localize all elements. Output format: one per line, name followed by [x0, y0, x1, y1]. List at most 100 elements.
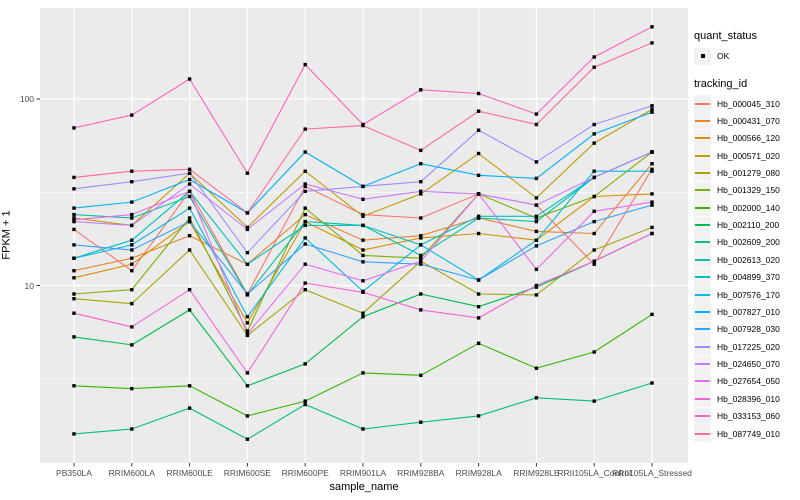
- data-point-Hb_087749_010: [245, 211, 250, 215]
- data-point-Hb_002609_200: [650, 381, 654, 385]
- data-point-Hb_024650_070: [534, 203, 539, 207]
- data-point-Hb_087749_010: [361, 123, 365, 128]
- data-point-Hb_001279_080: [72, 297, 76, 301]
- legend-key-swatch: [694, 355, 711, 373]
- data-point-Hb_004899_370: [534, 214, 539, 218]
- legend-key-swatch: [694, 251, 711, 269]
- data-point-Hb_000566_120: [130, 262, 134, 266]
- data-point-Hb_002110_200: [361, 315, 365, 319]
- legend-key-swatch: [694, 164, 711, 182]
- data-point-Hb_087749_010: [130, 169, 134, 173]
- x-axis-title: sample_name: [329, 481, 399, 493]
- legend-item-Hb_000566_120: Hb_000566_120: [694, 129, 780, 147]
- data-point-Hb_033153_060: [476, 91, 481, 96]
- data-point-Hb_000045_310: [650, 167, 654, 171]
- data-point-Hb_002110_200: [419, 292, 423, 296]
- series-color-line-icon: [695, 432, 710, 435]
- data-point-Hb_000045_310: [419, 216, 423, 220]
- data-point-Hb_002000_140: [72, 384, 76, 388]
- data-point-Hb_001329_150: [592, 194, 596, 199]
- data-point-Hb_001279_080: [130, 301, 134, 306]
- y-tick-label-100: 100: [19, 94, 34, 104]
- series-color-line-icon: [695, 345, 710, 348]
- legend-item-Hb_002110_200: Hb_002110_200: [694, 216, 779, 234]
- legend-item-Hb_033153_060: Hb_033153_060: [694, 407, 780, 425]
- data-point-Hb_033153_060: [187, 77, 192, 81]
- data-point-Hb_002000_140: [245, 414, 250, 418]
- legend-item-label: Hb_001279_080: [717, 167, 780, 178]
- data-point-Hb_024650_070: [419, 189, 423, 193]
- data-point-Hb_007928_030: [361, 260, 365, 264]
- data-point-Hb_007827_010: [130, 200, 134, 204]
- legend-item-label: Hb_007928_030: [717, 324, 780, 335]
- data-point-Hb_007576_170: [130, 243, 134, 247]
- legend-item-Hb_002609_200: Hb_002609_200: [694, 233, 780, 251]
- data-point-Hb_000045_310: [130, 269, 134, 273]
- data-point-Hb_000566_120: [419, 236, 423, 240]
- data-point-Hb_001279_080: [592, 248, 596, 252]
- data-point-Hb_087749_010: [419, 148, 423, 153]
- data-point-Hb_028396_010: [130, 325, 134, 329]
- data-point-Hb_002000_140: [592, 350, 596, 354]
- data-point-Hb_024650_070: [650, 150, 654, 154]
- data-point-Hb_033153_060: [130, 113, 134, 117]
- series-color-line-icon: [695, 189, 710, 192]
- legend-item-Hb_007928_030: Hb_007928_030: [694, 320, 780, 338]
- data-point-Hb_033153_060: [592, 55, 596, 59]
- data-point-Hb_007928_030: [303, 242, 307, 246]
- legend: quant_status OK tracking_id Hb_000045_31…: [694, 0, 800, 500]
- legend-item-label: Hb_024650_070: [717, 359, 780, 370]
- data-point-Hb_000431_070: [534, 229, 539, 234]
- data-point-Hb_002609_200: [534, 396, 539, 400]
- data-point-Hb_007928_030: [130, 248, 134, 252]
- legend-key-swatch: [694, 286, 711, 304]
- series-color-line-icon: [695, 154, 710, 157]
- data-point-Hb_024650_070: [361, 197, 365, 201]
- data-point-Hb_001279_080: [303, 288, 307, 292]
- data-point-Hb_017225_020: [534, 160, 539, 164]
- data-point-Hb_002609_200: [303, 402, 307, 407]
- legend-item-Hb_024650_070: Hb_024650_070: [694, 355, 780, 373]
- data-point-Hb_017225_020: [476, 128, 481, 132]
- series-color-line-icon: [695, 328, 710, 331]
- data-point-Hb_000571_020: [534, 196, 539, 200]
- data-point-Hb_002613_020: [303, 219, 307, 224]
- data-point-Hb_002110_200: [72, 335, 76, 339]
- data-point-Hb_028396_010: [361, 290, 365, 294]
- series-color-line-icon: [695, 363, 710, 366]
- data-point-Hb_028396_010: [476, 316, 481, 320]
- legend-item-label: Hb_002609_200: [717, 237, 780, 248]
- data-point-Hb_033153_060: [419, 88, 423, 92]
- series-color-line-icon: [695, 310, 710, 313]
- data-point-Hb_017225_020: [419, 180, 423, 184]
- data-point-Hb_002000_140: [419, 373, 423, 377]
- x-tick-label-RRIM928BA: RRIM928BA: [397, 468, 445, 478]
- data-point-Hb_000566_120: [650, 192, 654, 196]
- series-color-line-icon: [695, 241, 710, 244]
- legend-key-swatch: [694, 112, 711, 130]
- data-point-Hb_004899_370: [130, 238, 134, 242]
- legend-item-Hb_002613_020: Hb_002613_020: [694, 251, 780, 269]
- legend-item-label: Hb_017225_020: [717, 341, 780, 352]
- x-tick-label-RRIM600PE: RRIM600PE: [281, 468, 329, 478]
- data-point-Hb_007827_010: [72, 206, 76, 210]
- data-point-Hb_002609_200: [476, 414, 481, 418]
- data-point-Hb_033153_060: [72, 126, 76, 130]
- data-point-Hb_002110_200: [303, 362, 307, 366]
- legend-item-Hb_087749_010: Hb_087749_010: [694, 425, 780, 443]
- data-point-Hb_002110_200: [187, 308, 192, 312]
- legend-item-label: Hb_002613_020: [717, 254, 780, 265]
- data-point-Hb_027654_050: [476, 192, 481, 196]
- data-point-Hb_002613_020: [187, 194, 192, 199]
- y-tick-label-10: 10: [24, 280, 34, 291]
- data-point-Hb_001329_150: [419, 256, 423, 260]
- data-point-Hb_000431_070: [361, 238, 365, 242]
- legend-title-quant-status: quant_status: [694, 30, 757, 42]
- legend-key-swatch: [694, 199, 711, 217]
- data-point-Hb_033153_060: [303, 62, 307, 67]
- y-axis-title: FPKM + 1: [0, 210, 13, 260]
- data-point-Hb_000571_020: [72, 216, 76, 220]
- series-color-line-icon: [695, 206, 710, 209]
- legend-item-label: Hb_000431_070: [717, 115, 780, 126]
